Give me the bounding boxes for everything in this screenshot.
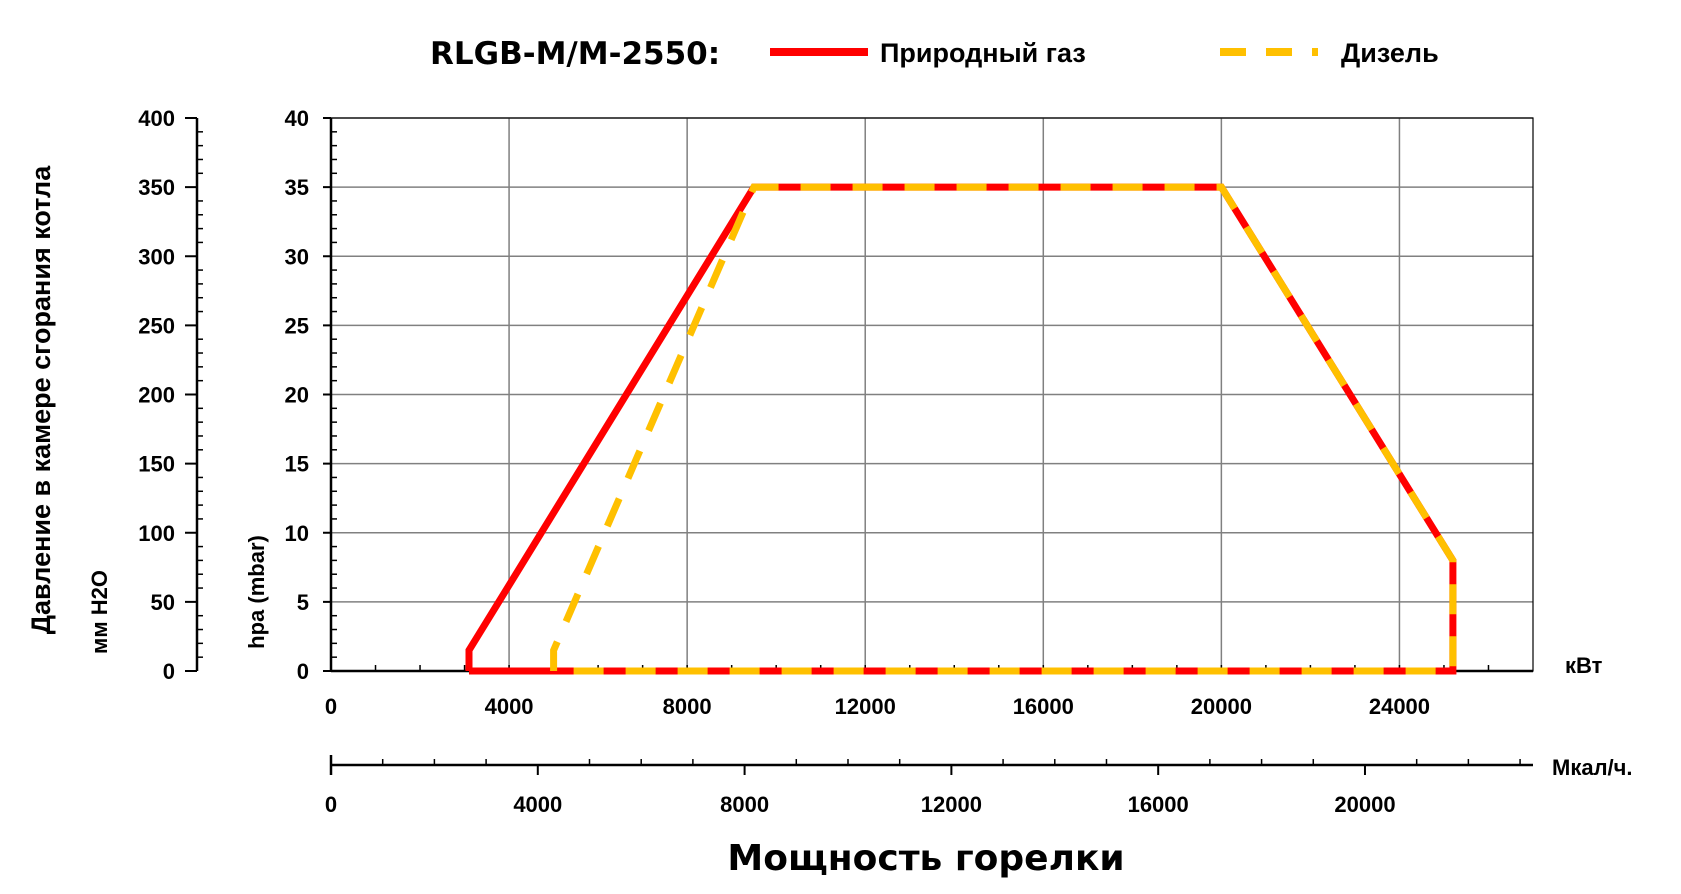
mmh2o-tick-label: 400 [138,106,175,131]
series-diesel-line [550,183,1457,675]
mmh2o-tick-label: 150 [138,452,175,477]
legend-label-gas: Природный газ [880,38,1086,68]
kw-tick-label: 20000 [1191,694,1252,719]
mbar-tick-label: 40 [285,106,309,131]
mbar-axis: 0 5 10 15 20 25 30 35 40 [285,106,337,684]
mbar-tick-label: 10 [285,521,309,546]
mbar-tick-label: 30 [285,244,309,269]
mcal-tick-label: 4000 [513,792,562,817]
mcal-tick-label: 20000 [1334,792,1395,817]
mmh2o-tick-label: 250 [138,313,175,338]
mmh2o-tick-label: 200 [138,383,175,408]
mbar-tick-label: 25 [285,313,309,338]
kw-tick-label: 8000 [663,694,712,719]
mcal-axis: 0 4000 8000 12000 16000 20000 [325,755,1533,817]
mbar-tick-label: 15 [285,452,309,477]
mmh2o-axis: 0 50 100 150 200 250 300 350 400 [138,106,203,684]
mmh2o-tick-label: 350 [138,175,175,200]
x-unit-kw: кВт [1565,653,1603,678]
mmh2o-tick-label: 0 [163,659,175,684]
kw-tick-label: 0 [325,694,337,719]
y-axis-title-inner: hpa (mbar) [244,535,269,649]
kw-tick-label: 24000 [1369,694,1430,719]
legend-label-diesel: Дизель [1341,38,1439,68]
kw-tick-label: 4000 [485,694,534,719]
x-unit-mcal: Мкал/ч. [1552,755,1633,780]
mcal-tick-label: 0 [325,792,337,817]
mmh2o-tick-label: 50 [151,590,175,615]
series-natural-gas-line [465,183,1457,675]
kw-tick-label: 12000 [835,694,896,719]
mcal-tick-label: 12000 [921,792,982,817]
mbar-tick-label: 0 [297,659,309,684]
mmh2o-tick-label: 100 [138,521,175,546]
mbar-tick-label: 20 [285,383,309,408]
x-axis-title: Мощность горелки [727,838,1124,879]
mbar-tick-label: 5 [297,590,309,615]
chart-title: RLGB-M/M-2550: [430,36,720,72]
grid [331,117,1533,671]
mcal-tick-label: 8000 [720,792,769,817]
y-axis-title-outer: Давление в камере сгорания котла [26,165,56,634]
mmh2o-tick-label: 300 [138,244,175,269]
mcal-tick-label: 16000 [1128,792,1189,817]
y-axis-title-outer-unit: мм H2O [87,570,112,654]
series-layer [465,183,1457,675]
kw-tick-label: 16000 [1013,694,1074,719]
mbar-tick-label: 35 [285,175,309,200]
